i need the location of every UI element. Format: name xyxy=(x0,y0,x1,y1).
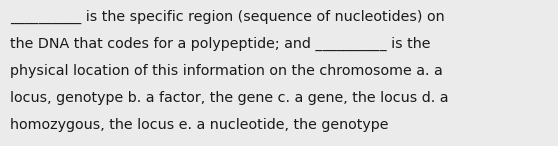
Text: locus, genotype b. a factor, the gene c. a gene, the locus d. a: locus, genotype b. a factor, the gene c.… xyxy=(10,91,449,105)
Text: __________ is the specific region (sequence of nucleotides) on: __________ is the specific region (seque… xyxy=(10,10,445,24)
Text: the DNA that codes for a polypeptide; and __________ is the: the DNA that codes for a polypeptide; an… xyxy=(10,37,431,51)
Text: physical location of this information on the chromosome a. a: physical location of this information on… xyxy=(10,64,443,78)
Text: homozygous, the locus e. a nucleotide, the genotype: homozygous, the locus e. a nucleotide, t… xyxy=(10,118,388,132)
